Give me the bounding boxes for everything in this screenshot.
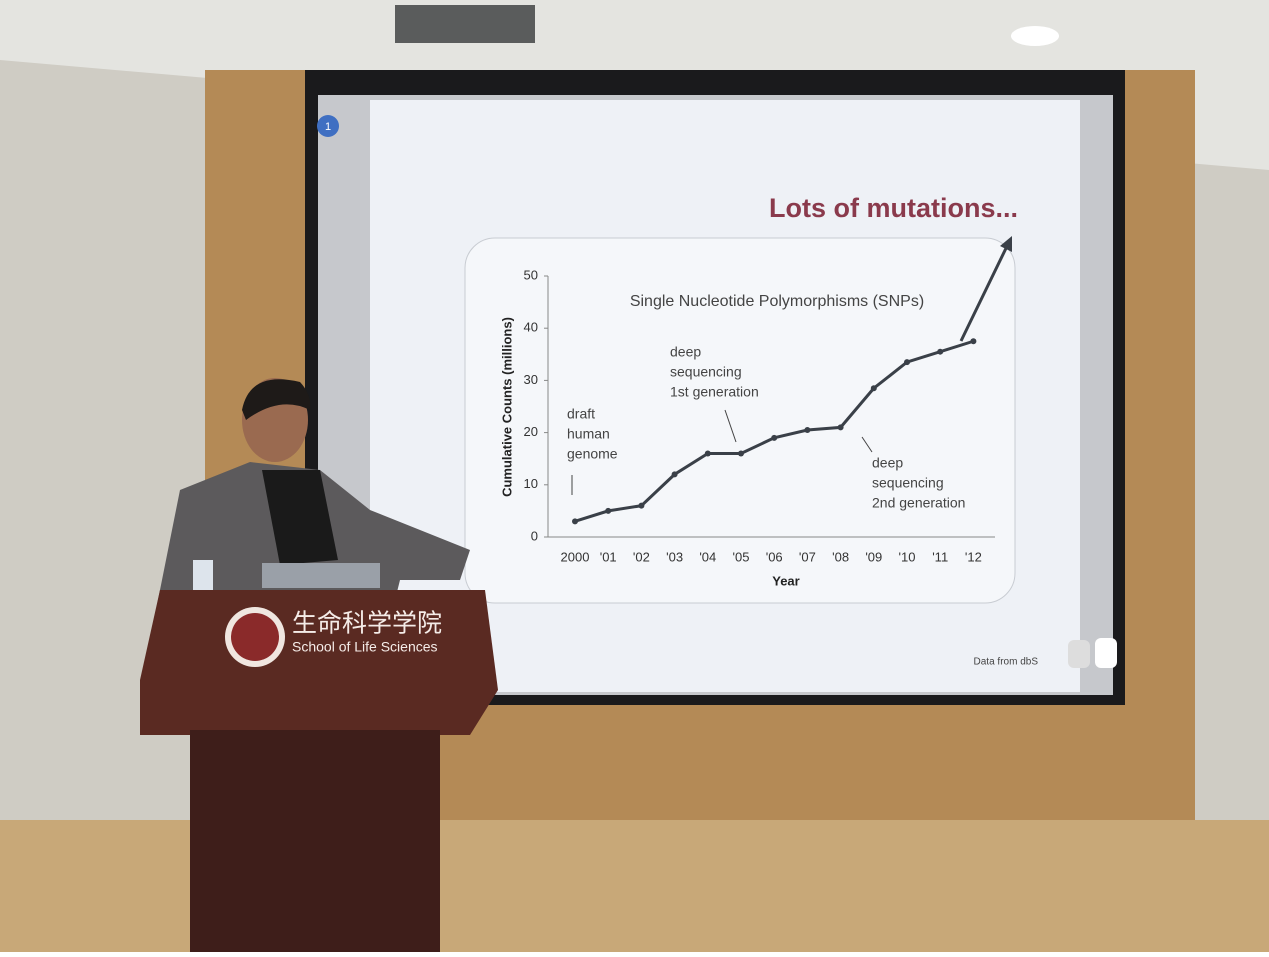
- y-tick-label: 50: [524, 267, 538, 282]
- arrow-head: [1000, 236, 1012, 252]
- vent: [395, 5, 535, 43]
- next-button[interactable]: [1095, 638, 1117, 668]
- x-tick-label: '06: [766, 549, 783, 564]
- chart: Single Nucleotide Polymorphisms (SNPs) Y…: [499, 236, 1012, 588]
- x-tick-label: '04: [699, 549, 716, 564]
- annotation: 1st generation: [670, 384, 759, 400]
- podium-stand: [190, 730, 440, 952]
- annotation-arrow: [724, 409, 737, 443]
- x-tick-label: '05: [733, 549, 750, 564]
- data-point: [870, 385, 877, 392]
- x-tick-label: '02: [633, 549, 650, 564]
- x-tick-label: '09: [865, 549, 882, 564]
- speaker-hair: [242, 379, 311, 420]
- annotation: sequencing: [872, 475, 944, 491]
- annotation-arrow: [861, 436, 873, 453]
- slide-title: Lots of mutations...: [769, 193, 1018, 223]
- y-axis-label: Cumulative Counts (millions): [499, 317, 514, 497]
- light: [1011, 26, 1059, 46]
- x-tick-label: '03: [666, 549, 683, 564]
- y-tick-label: 0: [531, 528, 538, 543]
- x-tick-label: '10: [899, 549, 916, 564]
- y-tick-label: 10: [524, 476, 538, 491]
- data-point: [937, 348, 944, 355]
- data-point: [771, 434, 778, 441]
- data-point: [572, 518, 578, 525]
- data-point: [638, 502, 645, 509]
- prev-button[interactable]: [1068, 640, 1090, 668]
- data-point: [837, 424, 844, 431]
- data-point: [605, 507, 612, 514]
- x-tick-label: '07: [799, 549, 816, 564]
- speaker-shirt: [262, 470, 338, 565]
- podium-english: School of Life Sciences: [292, 639, 438, 655]
- water-bottle: [193, 560, 213, 590]
- annotation: deep: [670, 344, 701, 360]
- y-tick-label: 30: [524, 372, 538, 387]
- podium-chinese: 生命科学学院: [292, 610, 442, 638]
- source-note: Data from dbS: [974, 657, 1039, 668]
- data-point: [804, 426, 811, 433]
- data-point: [904, 359, 910, 366]
- x-axis-label: Year: [772, 573, 799, 588]
- data-point: [738, 450, 744, 457]
- data-point: [671, 471, 678, 478]
- annotation: sequencing: [670, 364, 742, 380]
- annotation: 2nd generation: [872, 495, 965, 511]
- data-point: [970, 338, 977, 345]
- x-tick-label: '01: [600, 549, 617, 564]
- x-tick-label: '12: [965, 549, 982, 564]
- x-tick-label: '11: [932, 549, 948, 564]
- annotation: human: [567, 426, 610, 442]
- slide-number-badge: [317, 115, 339, 137]
- y-tick-label: 20: [524, 424, 538, 439]
- chart-title: Single Nucleotide Polymorphisms (SNPs): [630, 293, 924, 310]
- slide-number: 1: [325, 121, 331, 133]
- laptop: [262, 563, 380, 588]
- podium-logo-inner: [231, 613, 279, 661]
- data-point: [704, 450, 711, 457]
- trend-arrow: [959, 239, 1012, 342]
- annotation: genome: [567, 446, 618, 462]
- x-tick-label: 2000: [561, 549, 590, 564]
- x-tick-label: '08: [832, 549, 849, 564]
- y-tick-label: 40: [524, 320, 538, 335]
- annotation: draft: [567, 406, 595, 422]
- annotation: deep: [872, 455, 903, 471]
